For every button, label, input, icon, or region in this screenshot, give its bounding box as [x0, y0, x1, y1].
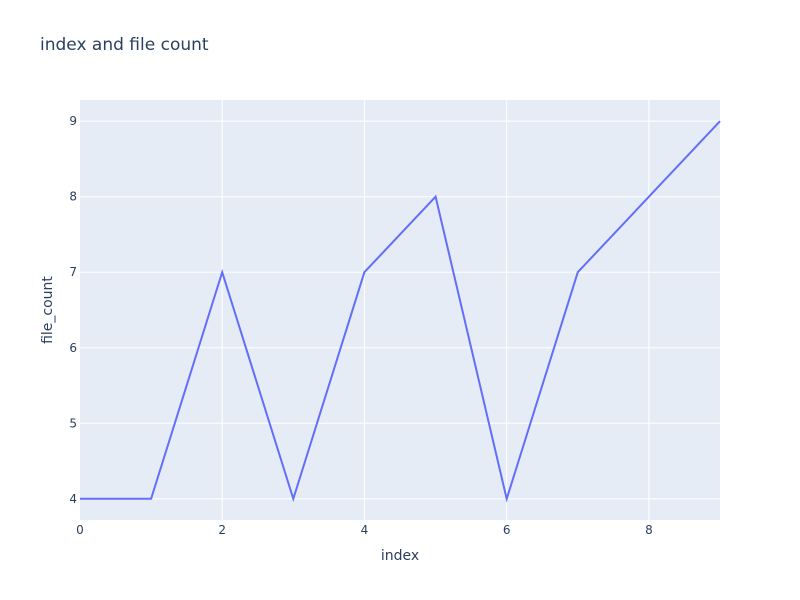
- y-tick-label: 8: [69, 190, 77, 204]
- series-line: [80, 120, 721, 503]
- x-tick-label: 2: [218, 523, 226, 537]
- y-tick-label: 6: [69, 341, 77, 355]
- y-tick-label: 9: [69, 114, 77, 128]
- tick-labels: 0 2 4 6 8 4 5 6 7 8 9: [69, 114, 652, 537]
- x-tick-label: 0: [76, 523, 84, 537]
- x-tick-label: 4: [361, 523, 369, 537]
- y-axis-title: file_count: [40, 276, 56, 344]
- x-tick-label: 6: [503, 523, 511, 537]
- y-tick-label: 7: [69, 265, 77, 279]
- grid-lines: [80, 100, 720, 520]
- y-tick-label: 4: [69, 492, 77, 506]
- plot-area: [80, 100, 720, 520]
- x-tick-label: 8: [645, 523, 653, 537]
- x-axis-title: index: [381, 548, 419, 564]
- y-tick-label: 5: [69, 416, 77, 430]
- chart-title: index and file count: [40, 35, 209, 55]
